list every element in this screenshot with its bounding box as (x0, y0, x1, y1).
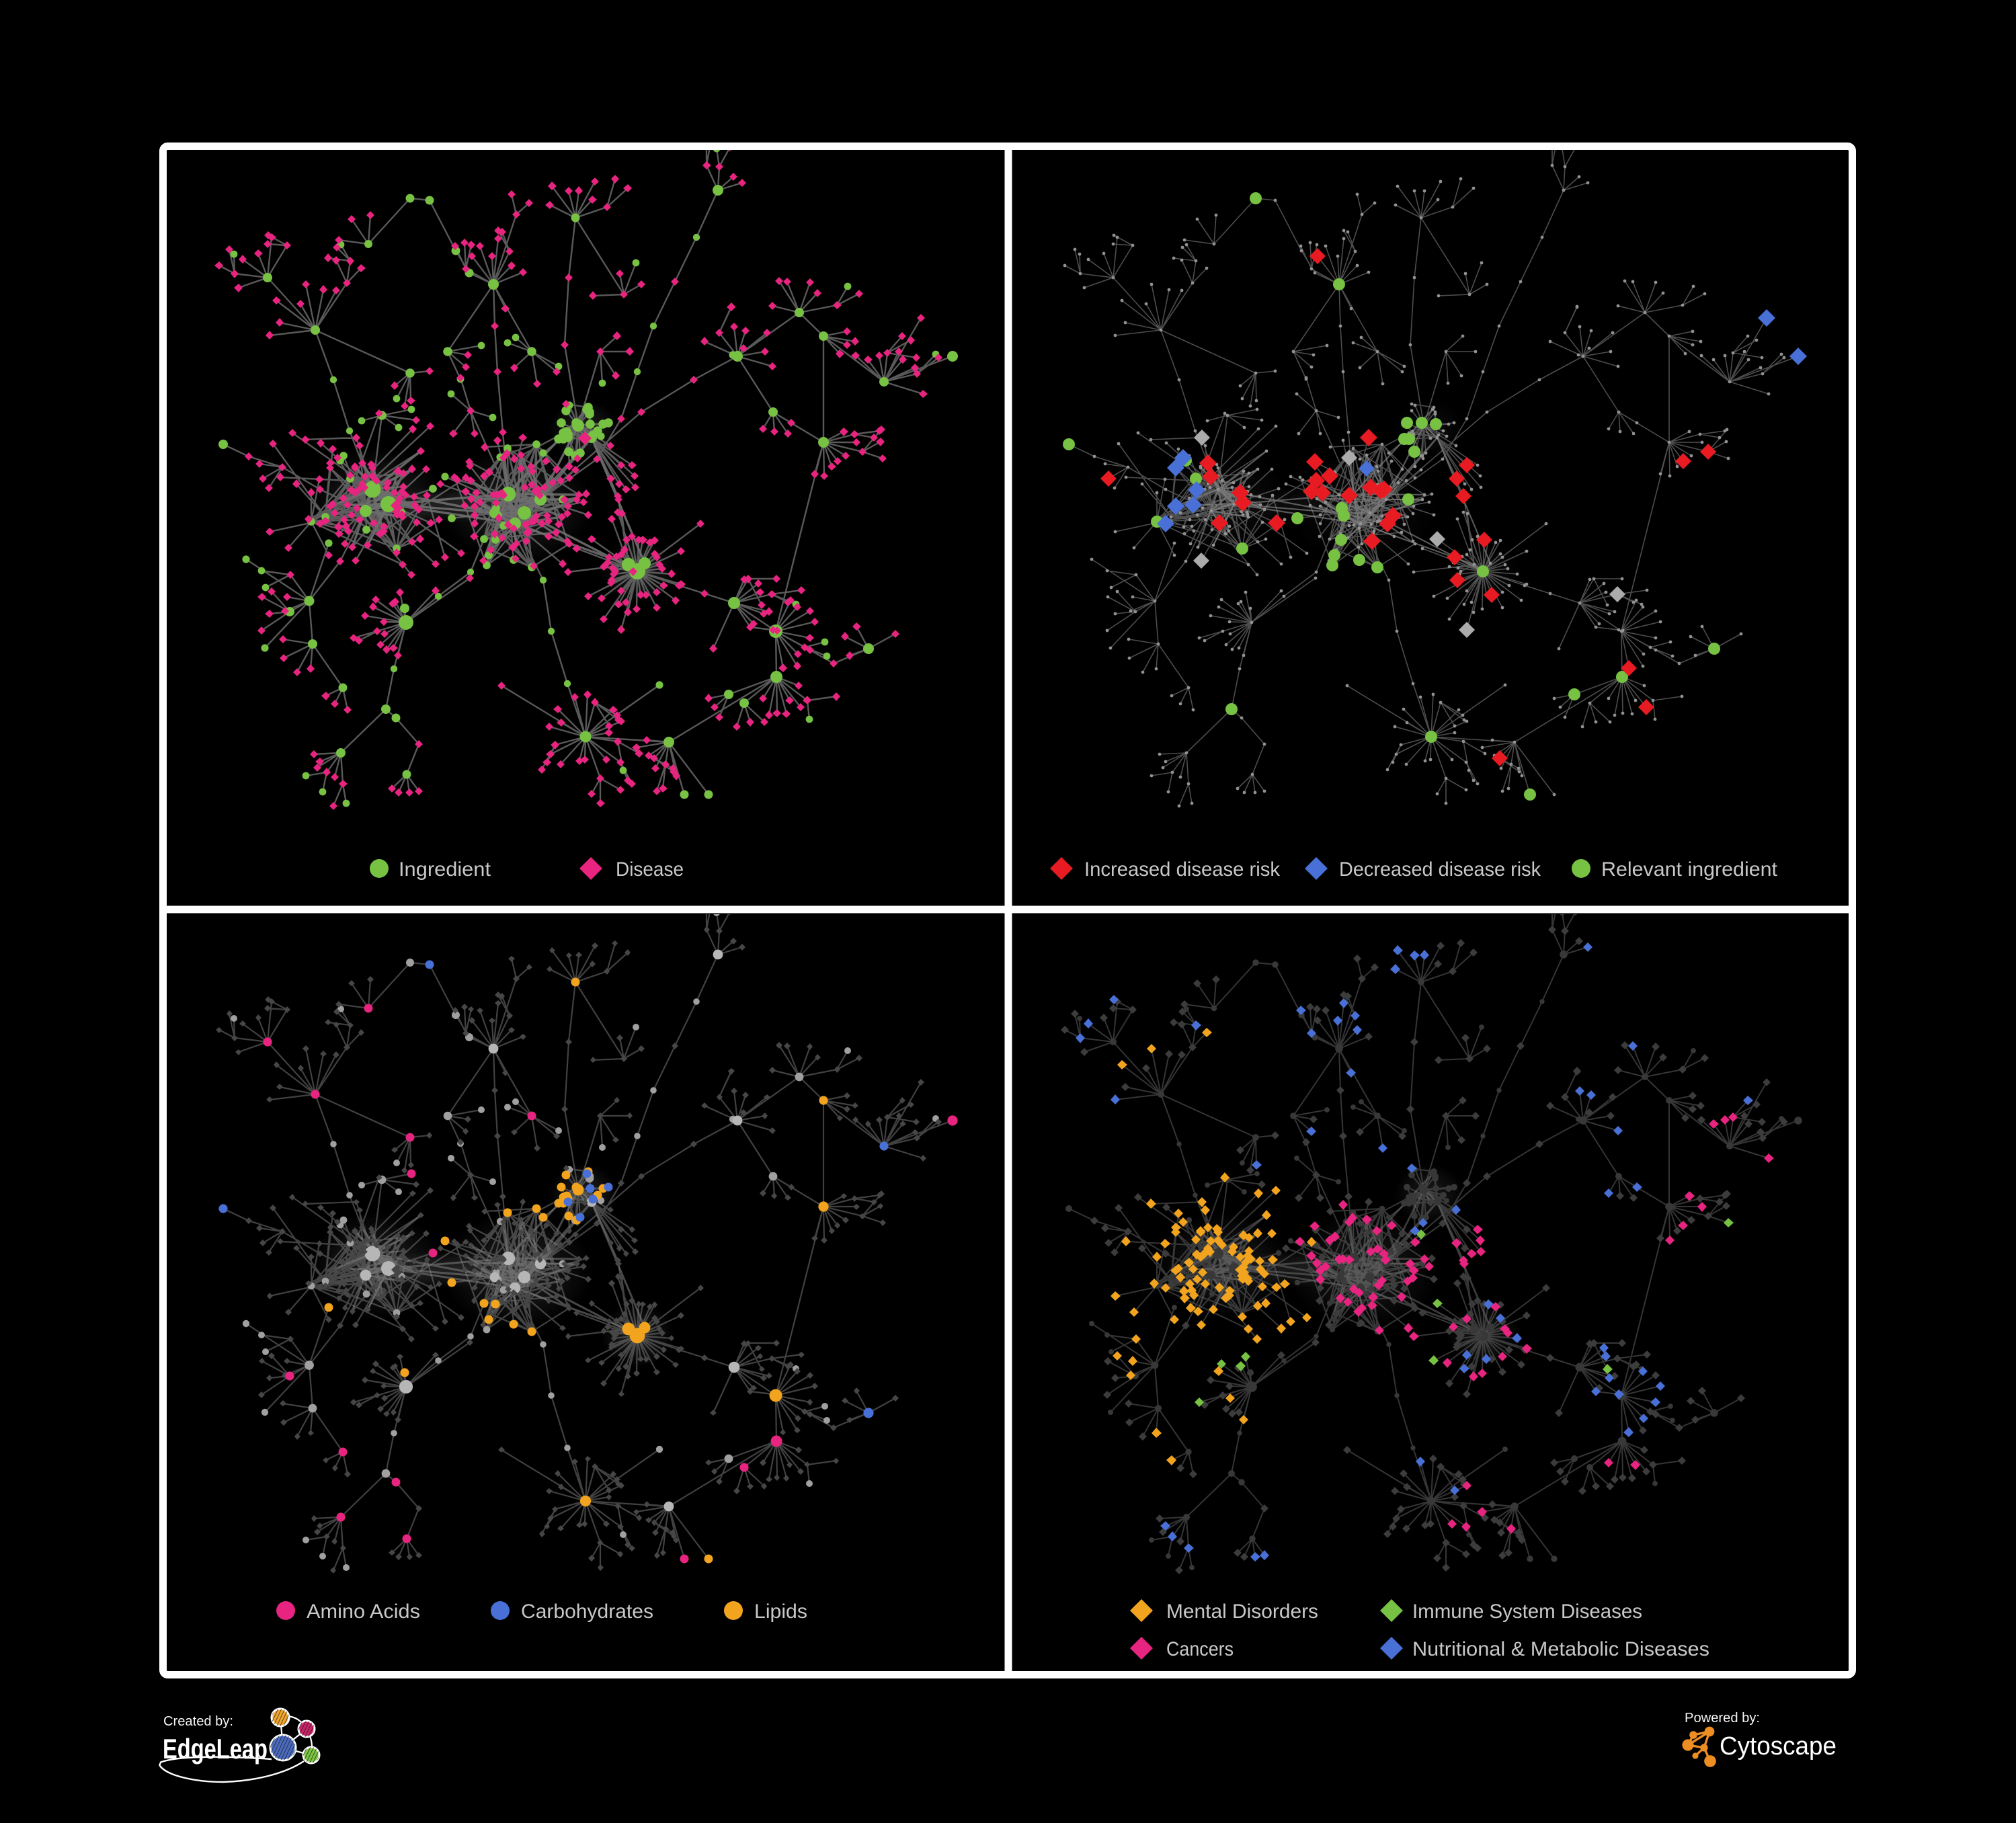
svg-text:Relevant ingredient: Relevant ingredient (1601, 858, 1778, 881)
svg-text:Cytoscape: Cytoscape (1720, 1732, 1837, 1760)
svg-text:Cancers: Cancers (1166, 1638, 1234, 1660)
svg-text:Disease: Disease (616, 858, 684, 881)
svg-text:Increased disease risk: Increased disease risk (1084, 858, 1281, 881)
svg-text:Powered by:: Powered by: (1685, 1711, 1760, 1726)
svg-text:Lipids: Lipids (754, 1601, 807, 1623)
svg-text:Nutritional & Metabolic Diseas: Nutritional & Metabolic Diseases (1412, 1638, 1709, 1660)
svg-text:Ingredient: Ingredient (399, 858, 491, 881)
svg-text:Carbohydrates: Carbohydrates (521, 1601, 653, 1623)
svg-text:Created by:: Created by: (163, 1714, 233, 1729)
svg-text:Mental Disorders: Mental Disorders (1166, 1601, 1318, 1623)
svg-text:Decreased disease risk: Decreased disease risk (1339, 858, 1541, 881)
svg-text:EdgeLeap: EdgeLeap (163, 1733, 268, 1765)
svg-text:Immune System Diseases: Immune System Diseases (1412, 1601, 1642, 1623)
svg-text:Amino Acids: Amino Acids (307, 1601, 420, 1623)
